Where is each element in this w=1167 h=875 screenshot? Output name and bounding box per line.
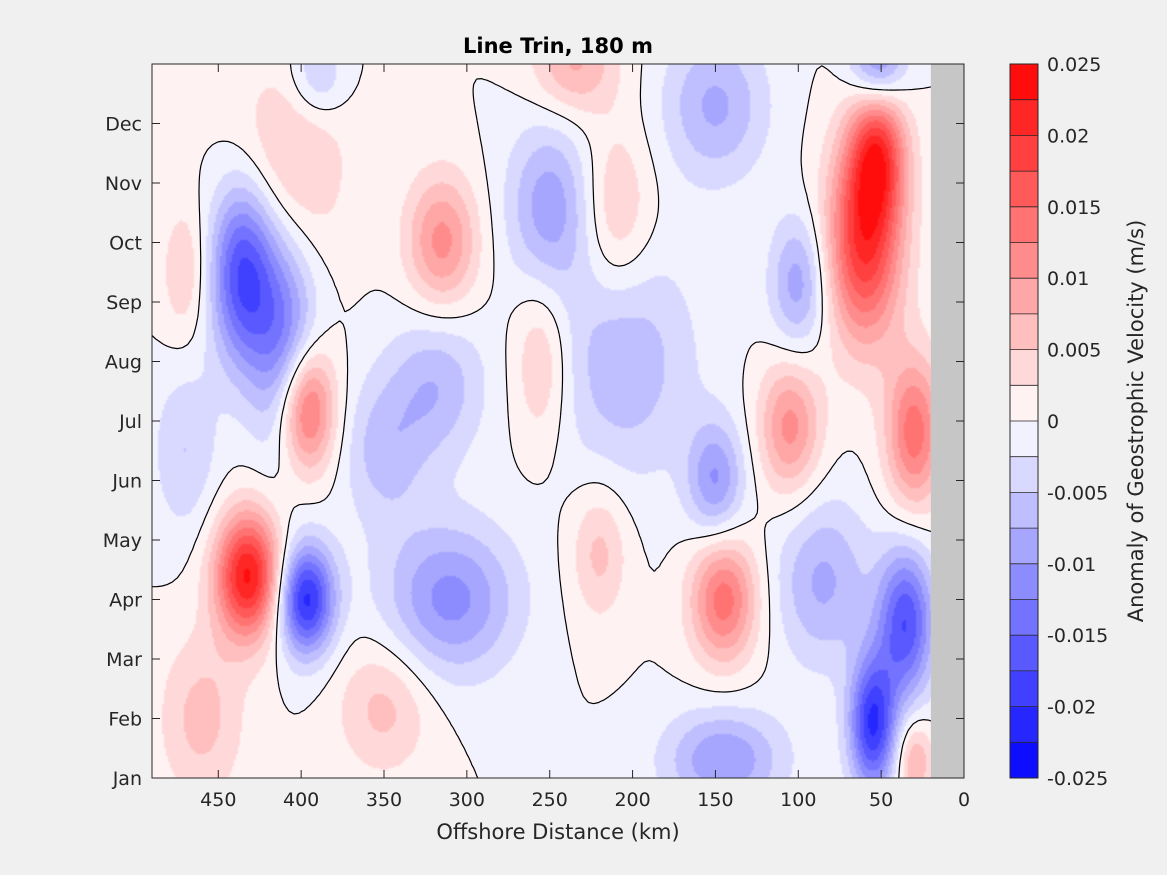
x-tick-label: 150 bbox=[697, 789, 733, 811]
colorbar-band bbox=[1010, 349, 1038, 386]
y-tick-label: Jun bbox=[111, 471, 142, 493]
y-axis: Jan Feb Mar Apr May Jun Jul Aug Sep Oct Nov Dec bbox=[103, 114, 964, 790]
colorbar-frame bbox=[1009, 63, 1039, 779]
colorbar-band bbox=[1010, 563, 1038, 600]
x-tick-label: 200 bbox=[614, 789, 650, 811]
colorbar-band bbox=[1010, 421, 1038, 458]
colorbar-band bbox=[1010, 206, 1038, 243]
x-tick-label: 350 bbox=[366, 789, 402, 811]
x-tick-label: 450 bbox=[200, 789, 236, 811]
colorbar-tick-label: 0 bbox=[1047, 411, 1059, 433]
x-axis-label: Offshore Distance (km) bbox=[436, 820, 679, 844]
colorbar-band bbox=[1010, 670, 1038, 708]
colorbar-band bbox=[1010, 599, 1038, 636]
x-tick-label: 250 bbox=[532, 789, 568, 811]
y-tick-label: Mar bbox=[106, 649, 142, 671]
colorbar-band bbox=[1010, 64, 1038, 101]
x-tick-label: 400 bbox=[283, 789, 319, 811]
y-tick-label: Aug bbox=[105, 352, 142, 374]
colorbar-band bbox=[1010, 171, 1038, 208]
y-tick-label: Sep bbox=[106, 292, 142, 314]
x-axis: 450 400 350 300 250 200 150 100 50 0 bbox=[200, 64, 970, 811]
colorbar-tick-label: 0.01 bbox=[1047, 268, 1089, 290]
y-tick-label: May bbox=[103, 530, 142, 552]
x-tick-label: 300 bbox=[449, 789, 485, 811]
colorbar-tick-label: 0.025 bbox=[1047, 54, 1101, 76]
colorbar-tick-label: 0.005 bbox=[1047, 340, 1101, 362]
colorbar-band bbox=[1010, 242, 1038, 279]
y-tick-label: Nov bbox=[105, 173, 142, 195]
colorbar-band bbox=[1010, 99, 1038, 136]
colorbar-ticks: 0.025 0.02 0.015 0.01 0.005 0 -0.005 -0.01 -0.01… bbox=[1047, 54, 1108, 790]
y-tick-label: Feb bbox=[108, 709, 142, 731]
chart-title: Line Trin, 180 m bbox=[463, 34, 653, 58]
colorbar-tick-label: -0.025 bbox=[1047, 768, 1108, 790]
colorbar-bands bbox=[1010, 64, 1038, 779]
heatmap-image bbox=[152, 64, 964, 778]
plot-area: 450 400 350 300 250 200 150 100 50 0 Jan Feb Mar Apr… bbox=[103, 63, 970, 811]
x-tick-label: 50 bbox=[869, 789, 893, 811]
zero-contour bbox=[151, 63, 965, 779]
colorbar-tick-label: -0.02 bbox=[1047, 697, 1096, 719]
colorbar-band bbox=[1010, 742, 1038, 779]
x-tick-label: 100 bbox=[780, 789, 816, 811]
colorbar: 0.025 0.02 0.015 0.01 0.005 0 -0.005 -0.01 -0.01… bbox=[1009, 54, 1148, 790]
y-tick-label: Apr bbox=[109, 590, 142, 612]
colorbar-band bbox=[1010, 278, 1038, 315]
colorbar-tick-label: -0.005 bbox=[1047, 482, 1108, 504]
colorbar-tick-label: 0.02 bbox=[1047, 125, 1089, 147]
colorbar-band bbox=[1010, 385, 1038, 422]
colorbar-band bbox=[1010, 635, 1038, 672]
colorbar-tick-label: -0.015 bbox=[1047, 625, 1108, 647]
y-tick-label: Jan bbox=[112, 768, 142, 790]
colorbar-band bbox=[1010, 492, 1038, 529]
y-tick-label: Jul bbox=[118, 411, 142, 433]
x-tick-label: 0 bbox=[958, 789, 970, 811]
colorbar-band bbox=[1010, 135, 1038, 172]
colorbar-band bbox=[1010, 528, 1038, 565]
colorbar-tick-label: 0.015 bbox=[1047, 197, 1101, 219]
y-tick-label: Oct bbox=[109, 233, 142, 255]
y-tick-label: Dec bbox=[105, 114, 142, 136]
colorbar-label: Anomaly of Geostrophic Velocity (m/s) bbox=[1124, 220, 1148, 623]
colorbar-band bbox=[1010, 313, 1038, 351]
colorbar-tick-label: -0.01 bbox=[1047, 554, 1096, 576]
colorbar-band bbox=[1010, 706, 1038, 743]
colorbar-band bbox=[1010, 456, 1038, 493]
